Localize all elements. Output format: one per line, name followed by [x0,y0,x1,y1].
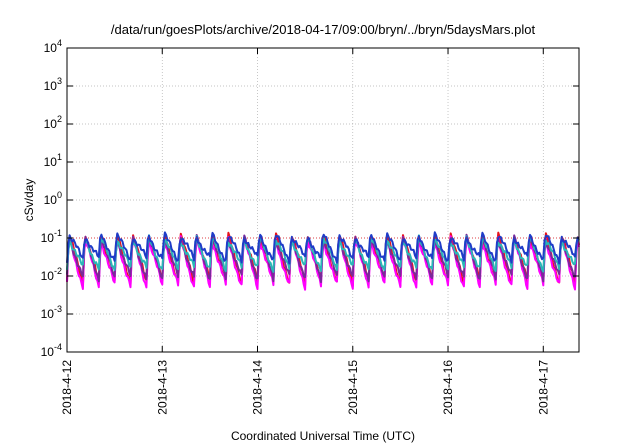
x-tick-label: 2018-4-15 [346,360,360,415]
y-tick-label: 10-2 [41,266,62,283]
y-tick-label: 10-1 [41,228,62,245]
plot-frame [66,47,580,353]
y-tick-label: 104 [44,38,62,55]
chart-title: /data/run/goesPlots/archive/2018-04-17/0… [111,22,536,37]
x-tick-label: 2018-4-17 [536,360,550,415]
series-group [66,231,580,291]
y-tick-label: 10-3 [41,304,62,321]
y-tick-label: 100 [44,190,62,207]
y-tick-label: 102 [44,114,62,131]
y-axis-label: cSv/day [22,179,36,222]
x-tick-label: 2018-4-13 [155,360,169,415]
y-tick-label: 103 [44,76,62,93]
x-tick-label: 2018-4-12 [60,360,74,415]
grid [67,47,579,353]
y-tick-label: 10-4 [41,342,62,359]
y-tick-label: 101 [44,152,62,169]
x-tick-label: 2018-4-16 [441,360,455,415]
x-axis-label: Coordinated Universal Time (UTC) [231,429,415,443]
series-line [66,231,580,265]
x-ticks: 2018-4-12 2018-4-13 2018-4-14 2018-4-15 2018… [60,48,550,415]
x-tick-label: 2018-4-14 [251,360,265,415]
